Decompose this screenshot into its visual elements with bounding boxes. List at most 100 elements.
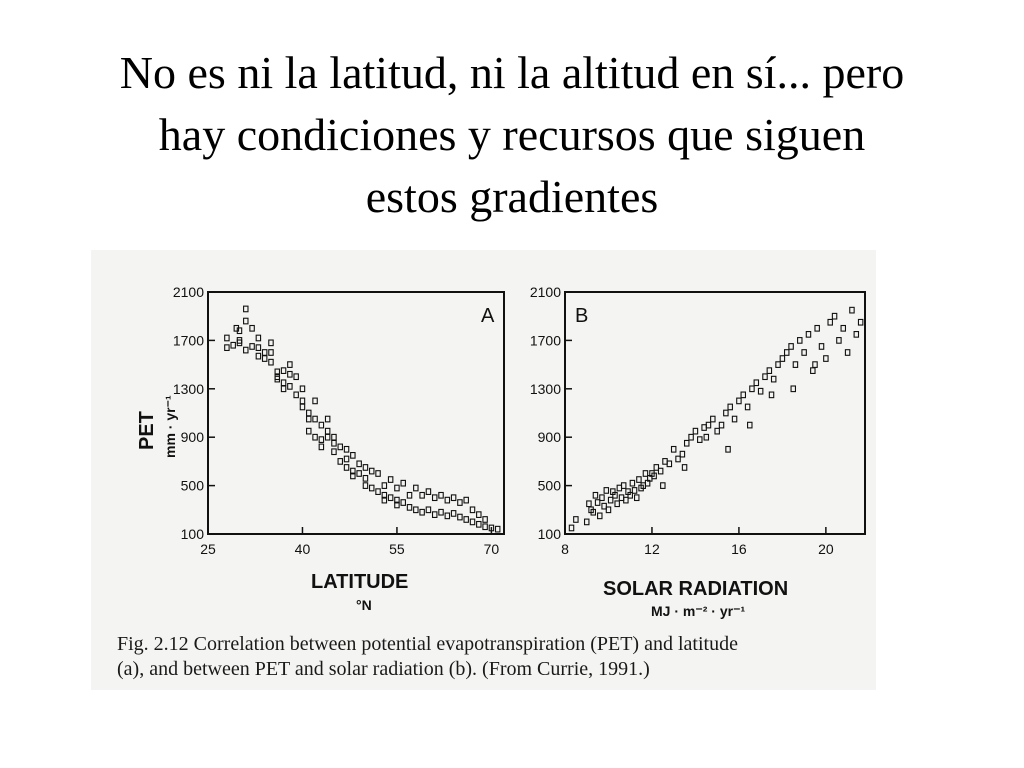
panel-a-data-point [362, 464, 369, 471]
panel-a-data-point [324, 433, 331, 441]
panel-b-data-point [814, 324, 820, 332]
panel-b-data-point [618, 494, 625, 502]
panel-b-letter: B [575, 305, 588, 327]
panel-b-data-point [583, 518, 590, 526]
panel-b-y-tick-label: 1700 [530, 332, 561, 348]
panel-b-data-point [662, 458, 668, 465]
panel-a-data-point [431, 494, 438, 502]
panel-a-data-point [243, 346, 249, 354]
panel-b-data-point [603, 487, 610, 494]
panel-b-data-point [614, 500, 620, 508]
panel-a-data-point [444, 496, 451, 504]
panel-b-data-point [592, 491, 599, 499]
panel-a-data-point [243, 317, 249, 325]
y-axis-label: PET [136, 411, 158, 450]
panel-a-data-point [413, 484, 419, 492]
panel-a-data-point [280, 385, 287, 393]
panel-b-data-point [768, 391, 775, 399]
panel-a-data-point [350, 452, 356, 459]
panel-a-data-point [381, 496, 388, 504]
panel-a-x-tick-label: 70 [484, 541, 500, 557]
panel-a-data-point [476, 511, 482, 518]
panel-a-data-point [306, 427, 312, 435]
panel-a-x-label: LATITUDE [311, 571, 408, 593]
panel-b-x-tick-label: 20 [818, 541, 834, 557]
panel-b-data-point [783, 349, 790, 356]
panel-a-data-point [255, 352, 262, 360]
panel-b-data-point [744, 403, 751, 411]
panel-b-data-point [703, 433, 710, 441]
panel-a-data-point [224, 344, 230, 352]
panel-a-data-point [362, 482, 369, 489]
panel-a-data-point [387, 494, 394, 502]
slide-title-line-1: No es ni la latitud, ni la altitud en sí… [119, 47, 905, 98]
panel-a-data-point [476, 520, 482, 528]
panel-b-data-point [779, 355, 786, 362]
panel-b-data-point [801, 349, 807, 356]
panel-b-data-point [844, 349, 851, 356]
panel-a-data-point [268, 349, 274, 356]
panel-b-data-point [660, 482, 666, 489]
panel-a-data-point [413, 506, 419, 514]
panel-a-data-point [343, 445, 350, 453]
panel-a-data-point [394, 501, 400, 509]
panel-a-data-point [343, 455, 350, 463]
panel-b-data-point [731, 415, 738, 423]
panel-a-y-tick-label: 500 [181, 478, 205, 494]
panel-b-x-unit: MJ · m⁻² · yr⁻¹ [651, 603, 745, 619]
panel-a-data-point [463, 516, 469, 523]
panel-a-data-point [236, 327, 243, 335]
panel-a-data-point [324, 415, 331, 423]
panel-b-data-point [723, 409, 729, 417]
panel-b-data-point [810, 367, 816, 374]
panel-a-data-point [482, 523, 488, 531]
panel-b-data-point [692, 427, 699, 435]
panel-a-data-point [299, 397, 306, 405]
panel-b-data-point [749, 385, 755, 393]
panel-a-data-point [287, 361, 293, 368]
panel-a-data-point [406, 491, 413, 499]
panel-b-data-point [775, 361, 781, 368]
panel-a-data-point [243, 305, 249, 313]
panel-b-data-point [679, 450, 686, 458]
panel-a-data-point [299, 385, 306, 393]
panel-a-data-point [312, 397, 318, 405]
panel-a-data-point [268, 358, 274, 366]
panel-a-data-point [293, 391, 299, 399]
panel-a-data-point [457, 513, 463, 521]
scanned-figure: 100 500 900 1300 1700 2100 25 40 55 70 100 500 900 1… [91, 250, 876, 690]
panel-a-data-point [431, 511, 438, 518]
panel-b-data-point [683, 439, 690, 447]
panel-a-data-point [337, 458, 344, 465]
panel-a-data-point [255, 334, 262, 342]
panel-a-data-point [331, 433, 337, 441]
panel-b-data-point [714, 427, 720, 435]
panel-b-data-point [849, 306, 855, 314]
panel-a-layer: 100 500 900 1300 1700 2100 25 40 55 70 [173, 284, 501, 557]
panel-b-data-point [657, 467, 664, 475]
panel-b-data-point [823, 355, 829, 362]
panel-b-data-point [627, 491, 633, 499]
panel-a-data-point [368, 484, 375, 492]
panel-a-data-point [406, 504, 413, 511]
panel-a-data-point [494, 525, 501, 533]
panel-a-data-point [293, 373, 299, 381]
panel-a-data-point [438, 508, 444, 516]
panel-b-data-point [725, 445, 731, 453]
panel-a-data-point [400, 479, 406, 487]
panel-a-data-point [450, 510, 457, 517]
panel-a-data-point [224, 334, 230, 342]
panel-b-data-point [623, 496, 629, 504]
panel-a-x-tick-label: 40 [295, 541, 311, 557]
panel-a-data-point [331, 448, 337, 456]
panel-b-frame [564, 291, 866, 535]
panel-a-data-point [463, 496, 469, 504]
panel-b-data-point [790, 385, 797, 393]
panel-b-data-point [818, 343, 825, 350]
panel-b-data-point [705, 421, 712, 429]
panel-b-data-point [727, 403, 733, 411]
panel-b-data-point [573, 516, 579, 523]
panel-b-data-point [788, 343, 794, 350]
panel-a-data-point [457, 499, 463, 506]
panel-a-data-point [482, 516, 488, 523]
